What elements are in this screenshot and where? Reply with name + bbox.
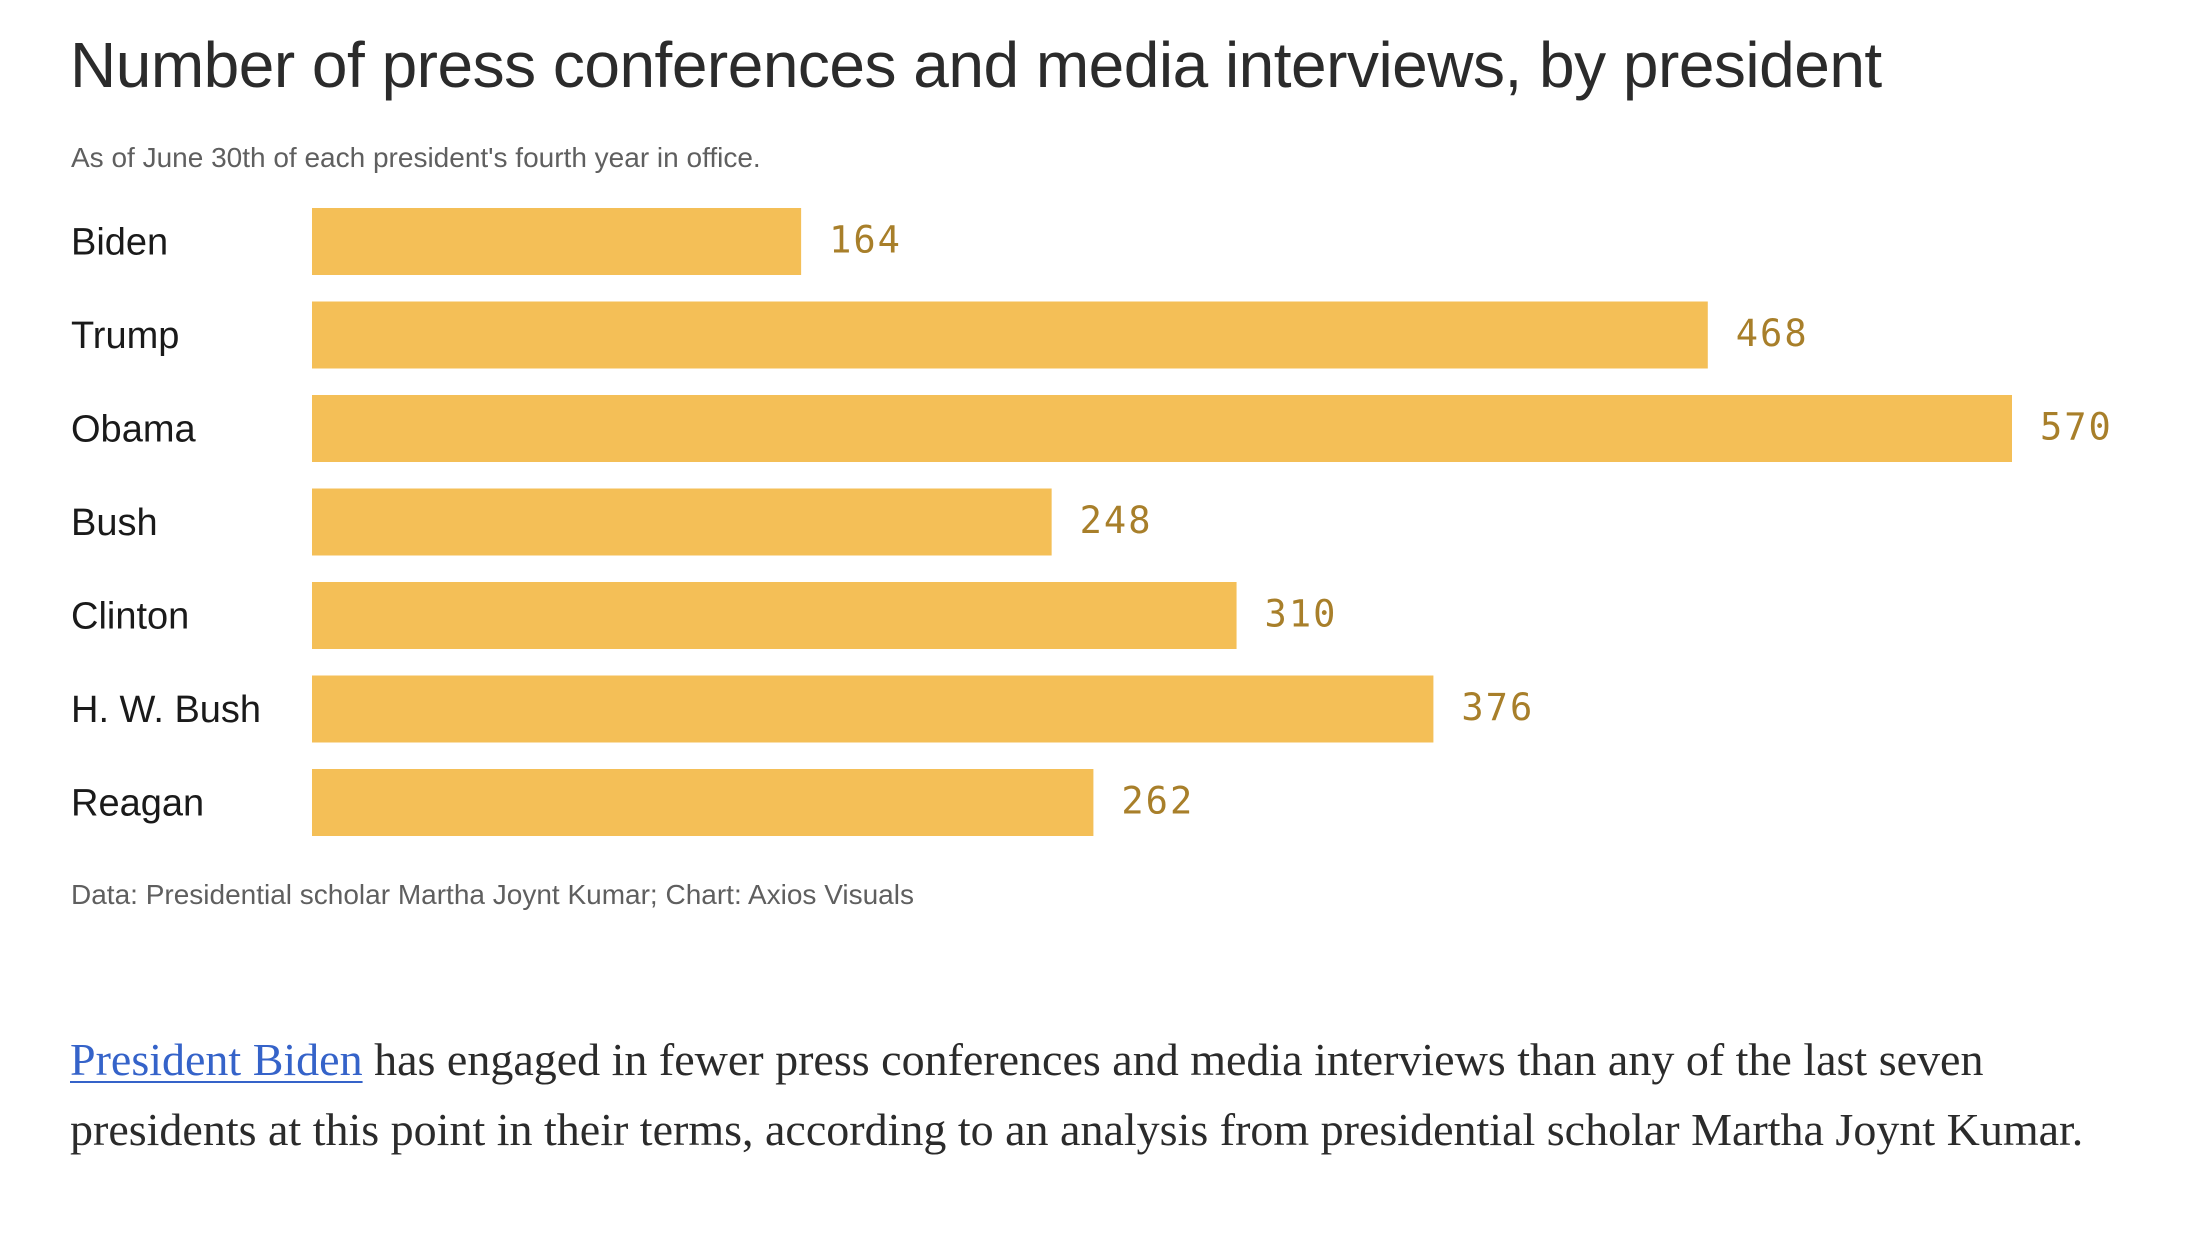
bar — [312, 208, 802, 275]
category-label: Biden — [71, 222, 168, 264]
value-label: 570 — [2040, 406, 2113, 449]
category-label: Bush — [71, 502, 158, 544]
category-label: Obama — [71, 409, 196, 451]
article-paragraph: President Biden has engaged in fewer pre… — [70, 1025, 2150, 1165]
bar-chart: Biden 164 Trump 468 Obama 570 Bush 248 Clinton 31… — [71, 208, 2113, 836]
value-label: 262 — [1121, 780, 1194, 823]
value-label: 376 — [1461, 686, 1534, 729]
bar — [312, 395, 2012, 462]
value-label: 248 — [1080, 499, 1153, 542]
bar — [312, 675, 1434, 743]
chart-source: Data: Presidential scholar Martha Joynt … — [71, 879, 914, 910]
category-label: H. W. Bush — [71, 689, 261, 731]
category-label: Reagan — [71, 783, 204, 825]
bar — [312, 769, 1094, 836]
value-label: 468 — [1736, 312, 1809, 355]
category-label: Clinton — [71, 596, 189, 638]
value-label: 164 — [829, 219, 902, 262]
bar — [312, 488, 1052, 556]
bar — [312, 582, 1237, 649]
category-label: Trump — [71, 315, 179, 357]
chart-subtitle: As of June 30th of each president's four… — [71, 142, 761, 173]
chart-title: Number of press conferences and media in… — [70, 29, 1882, 101]
president-biden-link[interactable]: President Biden — [70, 1034, 363, 1085]
bar — [312, 301, 1708, 369]
value-label: 310 — [1265, 593, 1338, 636]
article-body-text: has engaged in fewer press conferences a… — [70, 1034, 2084, 1155]
